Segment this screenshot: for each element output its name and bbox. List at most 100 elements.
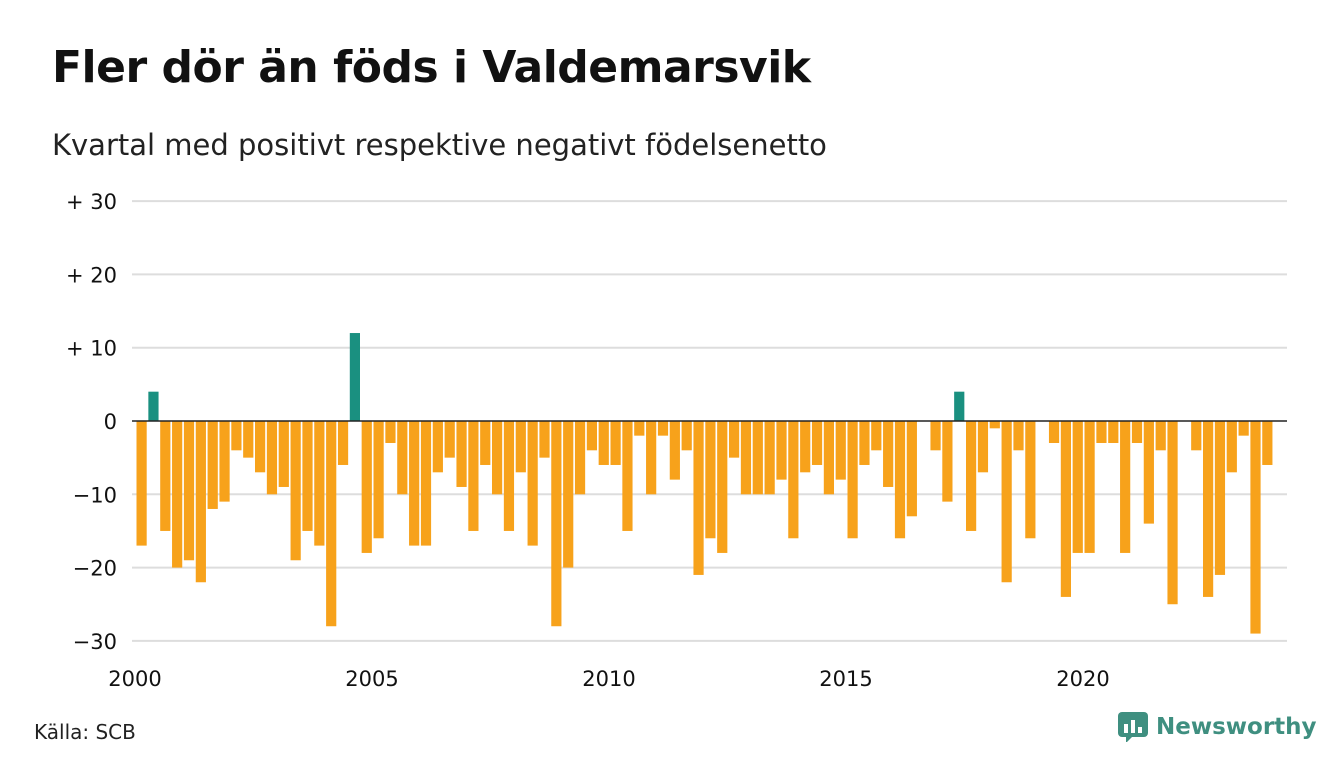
bar	[871, 421, 882, 451]
bar	[420, 421, 432, 546]
bar	[859, 421, 870, 465]
bar	[1120, 421, 1131, 553]
bar	[515, 421, 526, 473]
y-tick-label: + 20	[66, 263, 117, 287]
bar	[195, 421, 206, 583]
bar	[1131, 421, 1143, 443]
bar	[1025, 421, 1036, 539]
bar	[835, 421, 846, 480]
source-note: Källa: SCB	[34, 720, 136, 744]
bar	[906, 421, 917, 517]
x-tick-label: 2020	[1056, 667, 1109, 691]
bar	[610, 421, 621, 465]
x-tick-label: 2015	[819, 667, 872, 691]
y-tick-label: −20	[73, 557, 117, 581]
y-tick-label: + 30	[66, 190, 117, 214]
bar	[266, 421, 278, 495]
bar	[172, 421, 183, 568]
bar	[337, 421, 349, 465]
x-tick-label: 2005	[345, 667, 398, 691]
bar	[717, 421, 728, 553]
bar	[646, 421, 657, 495]
bar	[1084, 421, 1095, 553]
y-tick-label: −10	[73, 483, 117, 507]
bar	[634, 421, 645, 436]
brand-logo: Newsworthy	[1118, 712, 1317, 742]
bar	[302, 421, 313, 531]
bar	[598, 421, 609, 465]
bar	[207, 421, 218, 509]
bar	[409, 421, 420, 546]
bar	[397, 421, 408, 495]
y-tick-label: 0	[104, 410, 117, 434]
bar	[930, 421, 941, 451]
y-tick-label: −30	[73, 630, 117, 654]
bar	[1072, 421, 1083, 553]
bar	[1226, 421, 1237, 473]
bar	[883, 421, 894, 487]
bar	[788, 421, 799, 539]
bar	[136, 421, 147, 546]
chart-subtitle: Kvartal med positivt respektive negativt…	[52, 128, 827, 162]
brand-name: Newsworthy	[1156, 714, 1317, 740]
bar	[1013, 421, 1024, 451]
bar	[574, 421, 586, 495]
bar	[1203, 421, 1214, 597]
bar	[231, 421, 242, 451]
bar	[551, 421, 562, 627]
bar	[563, 421, 574, 568]
bar	[681, 421, 692, 451]
bar	[586, 421, 597, 451]
bar	[492, 421, 503, 495]
bar	[444, 421, 455, 458]
bar	[693, 421, 704, 575]
bar	[160, 421, 171, 531]
bar	[314, 421, 325, 546]
bar	[823, 421, 834, 495]
bar	[977, 421, 989, 473]
bar	[539, 421, 550, 458]
bar	[894, 421, 906, 539]
bar	[183, 421, 195, 561]
bar	[1214, 421, 1226, 575]
bar	[290, 421, 301, 561]
bar	[373, 421, 384, 539]
bar	[1250, 421, 1261, 634]
bar	[1238, 421, 1249, 436]
bar	[1155, 421, 1166, 451]
bar	[219, 421, 230, 502]
bar	[669, 421, 680, 480]
x-tick-label: 2010	[582, 667, 635, 691]
x-tick-label: 2000	[108, 667, 161, 691]
bar	[657, 421, 669, 436]
bar	[729, 421, 740, 458]
bar	[847, 421, 858, 539]
bar	[1060, 421, 1071, 597]
bar	[456, 421, 467, 487]
bar	[705, 421, 716, 539]
y-tick-label: + 10	[66, 337, 117, 361]
bar	[954, 391, 965, 421]
bar	[385, 421, 396, 443]
bar	[1048, 421, 1060, 443]
bar	[527, 421, 538, 546]
bar	[740, 421, 752, 495]
bar	[989, 421, 1000, 429]
bar	[1108, 421, 1119, 443]
bar	[326, 421, 337, 627]
bar	[468, 421, 479, 531]
chart-title: Fler dör än föds i Valdemarsvik	[52, 42, 811, 93]
bar	[432, 421, 443, 473]
bar	[942, 421, 953, 502]
bar	[480, 421, 491, 465]
bar	[243, 421, 254, 458]
bar	[503, 421, 515, 531]
bar	[1167, 421, 1178, 605]
bar	[349, 333, 360, 421]
bar	[1001, 421, 1012, 583]
axes: + 30 + 20 + 10 0 −10 −20 −30 2000 2005 2010 2015 20…	[66, 190, 1287, 691]
bar	[966, 421, 977, 531]
bar	[622, 421, 633, 531]
bar	[811, 421, 823, 465]
